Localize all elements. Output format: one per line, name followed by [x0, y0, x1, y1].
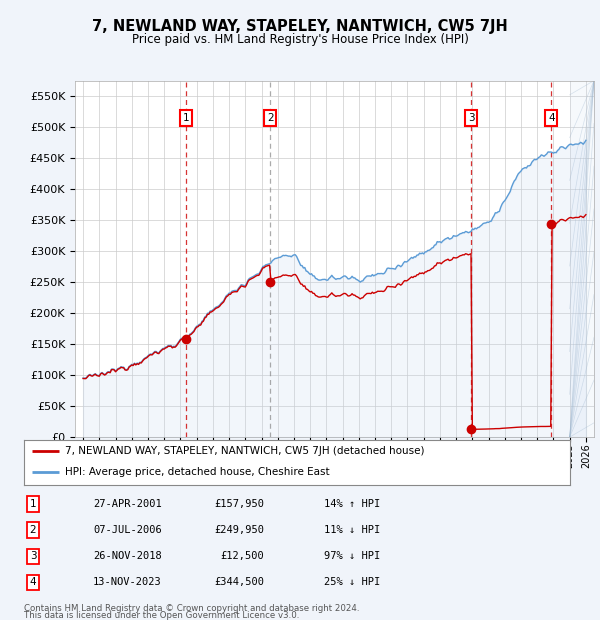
Text: This data is licensed under the Open Government Licence v3.0.: This data is licensed under the Open Gov… — [24, 611, 299, 620]
Text: 1: 1 — [182, 113, 189, 123]
Text: 13-NOV-2023: 13-NOV-2023 — [93, 577, 162, 587]
Text: 7, NEWLAND WAY, STAPELEY, NANTWICH, CW5 7JH (detached house): 7, NEWLAND WAY, STAPELEY, NANTWICH, CW5 … — [65, 446, 424, 456]
Text: £157,950: £157,950 — [214, 499, 264, 509]
Text: 1: 1 — [29, 499, 37, 509]
Text: Price paid vs. HM Land Registry's House Price Index (HPI): Price paid vs. HM Land Registry's House … — [131, 33, 469, 45]
Text: £12,500: £12,500 — [220, 551, 264, 561]
Text: HPI: Average price, detached house, Cheshire East: HPI: Average price, detached house, Ches… — [65, 467, 329, 477]
Text: 2: 2 — [267, 113, 274, 123]
Text: 26-NOV-2018: 26-NOV-2018 — [93, 551, 162, 561]
Text: 4: 4 — [29, 577, 37, 587]
Text: 7, NEWLAND WAY, STAPELEY, NANTWICH, CW5 7JH: 7, NEWLAND WAY, STAPELEY, NANTWICH, CW5 … — [92, 19, 508, 34]
Text: 3: 3 — [468, 113, 475, 123]
Text: 27-APR-2001: 27-APR-2001 — [93, 499, 162, 509]
Text: 25% ↓ HPI: 25% ↓ HPI — [324, 577, 380, 587]
Text: 07-JUL-2006: 07-JUL-2006 — [93, 525, 162, 535]
Text: £249,950: £249,950 — [214, 525, 264, 535]
Text: 4: 4 — [548, 113, 554, 123]
Text: 97% ↓ HPI: 97% ↓ HPI — [324, 551, 380, 561]
Text: £344,500: £344,500 — [214, 577, 264, 587]
Text: 2: 2 — [29, 525, 37, 535]
Text: 3: 3 — [29, 551, 37, 561]
Text: Contains HM Land Registry data © Crown copyright and database right 2024.: Contains HM Land Registry data © Crown c… — [24, 604, 359, 613]
Text: 14% ↑ HPI: 14% ↑ HPI — [324, 499, 380, 509]
Text: 11% ↓ HPI: 11% ↓ HPI — [324, 525, 380, 535]
